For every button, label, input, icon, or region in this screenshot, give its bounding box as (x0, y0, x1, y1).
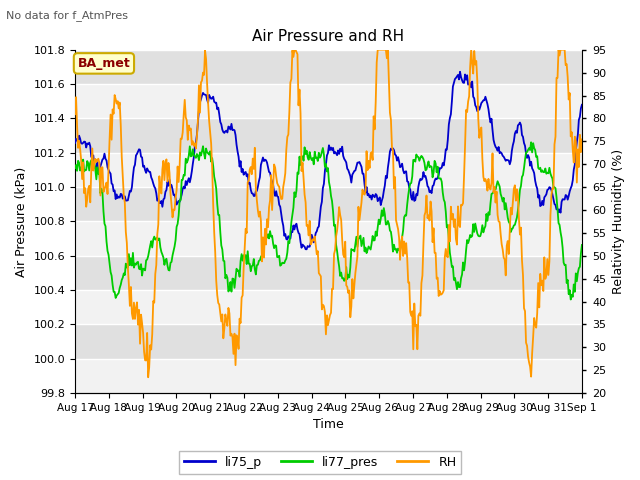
Text: No data for f_AtmPres: No data for f_AtmPres (6, 10, 129, 21)
Bar (75, 50, 582, 84)
Bar (75, 324, 582, 359)
Bar (75, 290, 582, 324)
Bar (75, 256, 582, 290)
Legend: li75_p, li77_pres, RH: li75_p, li77_pres, RH (179, 451, 461, 474)
X-axis label: Time: Time (313, 419, 344, 432)
Title: Air Pressure and RH: Air Pressure and RH (252, 29, 404, 44)
Bar (75, 84, 582, 119)
Bar (75, 221, 582, 256)
Text: BA_met: BA_met (77, 57, 131, 70)
Bar (75, 119, 582, 153)
Bar (75, 153, 582, 187)
Y-axis label: Relativity Humidity (%): Relativity Humidity (%) (612, 149, 625, 294)
Bar (75, 187, 582, 221)
Y-axis label: Air Pressure (kPa): Air Pressure (kPa) (15, 166, 28, 276)
Bar (75, 359, 582, 393)
